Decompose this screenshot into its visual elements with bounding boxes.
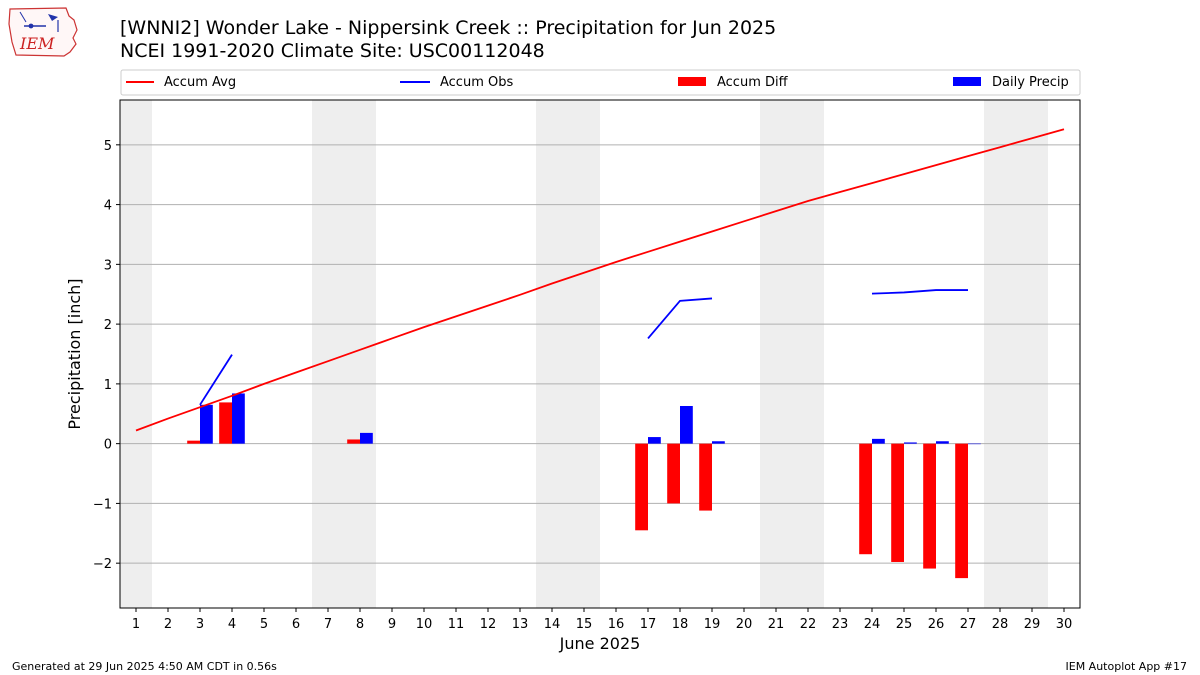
accum-avg-line	[135, 128, 1065, 432]
daily-precip-bar	[712, 441, 725, 444]
x-tick-label: 28	[992, 617, 1009, 632]
accum-obs-line	[871, 289, 968, 295]
accum-diff-bar	[923, 443, 936, 569]
x-tick-label: 16	[608, 617, 625, 632]
accum-diff-bar	[667, 443, 680, 504]
y-tick-label: 3	[104, 258, 112, 273]
chart-title: [WNNI2] Wonder Lake - Nippersink Creek :…	[120, 17, 777, 39]
legend: Accum Avg Accum Obs Accum Diff Daily Pre…	[120, 69, 1081, 96]
x-tick-label: 30	[1056, 617, 1073, 632]
daily-precip-bar	[648, 437, 661, 444]
x-tick-label: 22	[800, 617, 817, 632]
accum-diff-bar	[955, 443, 968, 579]
x-tick-label: 13	[512, 617, 529, 632]
weekend-band	[120, 100, 152, 608]
x-tick-label: 20	[736, 617, 753, 632]
legend-obs-label: Accum Obs	[440, 75, 513, 90]
daily-precip-bar	[936, 441, 949, 444]
x-tick-label: 4	[228, 617, 236, 632]
y-tick-label: −2	[93, 557, 112, 572]
weekend-band	[760, 100, 824, 608]
accum-diff-bar	[219, 402, 232, 444]
x-tick-label: 11	[448, 617, 465, 632]
x-tick-label: 17	[640, 617, 657, 632]
legend-avg-label: Accum Avg	[164, 75, 236, 90]
y-axis-label: Precipitation [inch]	[65, 278, 84, 429]
x-tick-label: 1	[132, 617, 140, 632]
daily-precip-bar	[680, 405, 693, 444]
y-tick-label: −1	[93, 497, 112, 512]
legend-precip-swatch	[953, 77, 981, 86]
x-tick-label: 25	[896, 617, 913, 632]
x-tick-label: 26	[928, 617, 945, 632]
chart-subtitle: NCEI 1991-2020 Climate Site: USC00112048	[120, 40, 545, 62]
daily-precip-bar	[232, 393, 245, 444]
legend-diff-swatch	[678, 77, 706, 86]
generated-timestamp: Generated at 29 Jun 2025 4:50 AM CDT in …	[12, 660, 277, 673]
plot-frame	[119, 99, 1081, 609]
x-tick-label: 2	[164, 617, 172, 632]
accum-diff-bar	[699, 443, 712, 511]
x-tick-label: 8	[356, 617, 364, 632]
y-tick-label: 4	[104, 199, 112, 214]
x-tick-label: 18	[672, 617, 689, 632]
x-tick-label: 19	[704, 617, 721, 632]
legend-precip-label: Daily Precip	[992, 75, 1069, 90]
iem-iowa-logo-icon: IEM	[8, 7, 78, 57]
weekend-band	[536, 100, 600, 608]
daily-precip-bar	[200, 404, 213, 444]
x-tick-label: 7	[324, 617, 332, 632]
x-tick-label: 24	[864, 617, 881, 632]
y-tick-label: 2	[104, 318, 112, 333]
accum-diff-bar	[635, 443, 648, 531]
x-axis-label: June 2025	[559, 634, 641, 653]
accum-diff-bar	[187, 440, 200, 444]
y-tick-label: 1	[104, 378, 112, 393]
x-tick-label: 10	[416, 617, 433, 632]
x-tick-label: 6	[292, 617, 300, 632]
x-tick-label: 3	[196, 617, 204, 632]
daily-precip-bar	[360, 432, 373, 444]
accum-diff-bar	[347, 439, 360, 444]
y-tick-label: 5	[104, 139, 112, 154]
accum-obs-line	[199, 354, 233, 406]
legend-diff-label: Accum Diff	[717, 75, 789, 90]
app-credit: IEM Autoplot App #17	[1065, 660, 1188, 673]
daily-precip-bar	[904, 442, 917, 444]
daily-precip-bar	[872, 438, 885, 444]
x-tick-label: 5	[260, 617, 268, 632]
daily-precip-bar	[968, 443, 981, 445]
x-tick-label: 23	[832, 617, 849, 632]
x-tick-label: 27	[960, 617, 977, 632]
x-tick-label: 29	[1024, 617, 1041, 632]
x-tick-label: 14	[544, 617, 561, 632]
x-tick-label: 21	[768, 617, 785, 632]
accum-diff-bar	[891, 443, 904, 562]
accum-diff-bar	[859, 443, 872, 555]
accum-obs-line	[647, 297, 713, 340]
logo-text: IEM	[19, 34, 55, 53]
weekend-band	[312, 100, 376, 608]
weekend-band	[984, 100, 1048, 608]
y-tick-label: 0	[104, 438, 112, 453]
x-tick-label: 15	[576, 617, 593, 632]
x-tick-label: 12	[480, 617, 497, 632]
x-tick-label: 9	[388, 617, 396, 632]
